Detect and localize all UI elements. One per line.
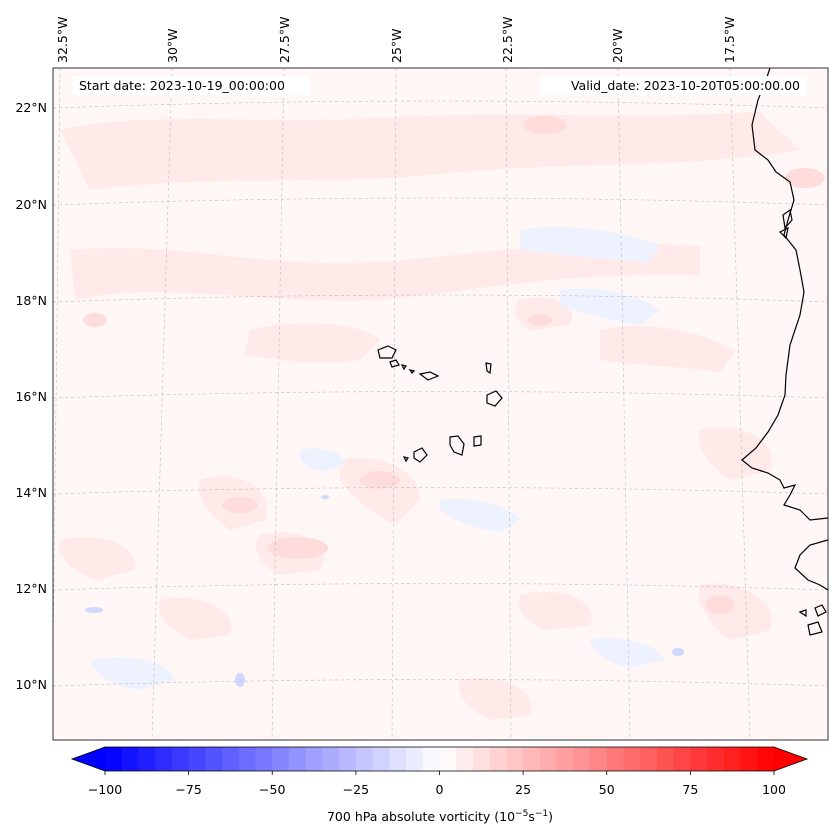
colorbar-cell — [656, 747, 675, 771]
colorbar-cell — [138, 747, 156, 771]
map-area — [53, 68, 828, 740]
colorbar-cell — [606, 747, 625, 771]
lon-label-30w: 30°W — [165, 28, 180, 63]
colorbar-cell — [740, 747, 758, 771]
cape-verde-islands — [377, 345, 503, 463]
colorbar-tick-label: −100 — [88, 782, 122, 797]
colorbar-tick-label: 75 — [682, 782, 698, 797]
colorbar-cell — [288, 747, 307, 771]
colorbar-cell — [707, 747, 725, 771]
colorbar-cell — [673, 747, 691, 771]
colorbar-cell — [272, 747, 290, 771]
valid-date-box — [540, 76, 807, 95]
colorbar-tick-label: 0 — [436, 782, 444, 797]
colorbar-tick-label: 100 — [762, 782, 786, 797]
colorbar-cell — [556, 747, 574, 771]
lat-label-12n: 12°N — [15, 581, 47, 596]
colorbar-cell — [757, 747, 775, 771]
colorbar-cell — [155, 747, 173, 771]
lon-label-27-5w: 27.5°W — [277, 17, 292, 63]
colorbar-cell — [723, 747, 742, 771]
colorbar-cell — [506, 747, 524, 771]
lat-label-18n: 18°N — [15, 293, 47, 308]
gridlines — [53, 68, 828, 740]
colorbar-tick-label: 25 — [515, 782, 531, 797]
colorbar-cell — [422, 747, 441, 771]
negative-vorticity-cores — [85, 495, 684, 687]
colorbar-cell — [623, 747, 641, 771]
lon-label-22-5w: 22.5°W — [500, 17, 515, 63]
lon-label-25w: 25°W — [389, 28, 404, 63]
longitude-labels: 32.5°W 30°W 27.5°W 25°W 22.5°W 20°W 17.5… — [55, 17, 737, 63]
stronger-positive-vorticity — [83, 116, 825, 614]
valid-date-text: Valid_date: 2023-10-20T05:00:00.00 — [571, 78, 800, 93]
lat-label-22n: 22°N — [15, 100, 47, 115]
lat-label-16n: 16°N — [15, 389, 47, 404]
colorbar-tick-label: 50 — [599, 782, 615, 797]
colorbar-cell — [372, 747, 390, 771]
colorbar-cell — [255, 747, 273, 771]
colorbar-cell — [389, 747, 407, 771]
lat-label-10n: 10°N — [15, 677, 47, 692]
colorbar-ticks: −100 −75 −50 −25 0 25 50 75 100 — [88, 771, 786, 797]
lon-label-17-5w: 17.5°W — [722, 17, 737, 63]
colorbar-cell — [188, 747, 206, 771]
map-border — [52, 67, 829, 741]
start-date-text: Start date: 2023-10-19_00:00:00 — [79, 78, 285, 93]
lon-label-32-5w: 32.5°W — [55, 17, 70, 63]
colorbar-cell — [322, 747, 340, 771]
colorbar-cell — [523, 747, 541, 771]
colorbar-cell — [222, 747, 240, 771]
latitude-labels: 22°N 20°N 18°N 16°N 14°N 12°N 10°N — [15, 100, 47, 692]
colorbar-tick-label: −75 — [175, 782, 201, 797]
colorbar-max-extend-arrow — [774, 747, 807, 771]
colorbar-cell — [355, 747, 374, 771]
colorbar-tick-label: −25 — [343, 782, 369, 797]
colorbar-cell — [573, 747, 591, 771]
colorbar-label: 700 hPa absolute vorticity (10−5s−1) — [327, 809, 553, 824]
colorbar-cell — [456, 747, 474, 771]
colorbar-cell — [640, 747, 658, 771]
colorbar-cell — [439, 747, 457, 771]
colorbar-cell — [489, 747, 508, 771]
colorbar-cell — [105, 747, 123, 771]
lon-label-20w: 20°W — [610, 28, 625, 63]
lat-label-14n: 14°N — [15, 485, 47, 500]
colorbar-cell — [121, 747, 140, 771]
colorbar-min-extend-arrow — [72, 747, 105, 771]
lat-label-20n: 20°N — [15, 197, 47, 212]
negative-vorticity-areas — [90, 226, 665, 690]
colorbar-cell — [406, 747, 424, 771]
start-date-box — [72, 76, 310, 95]
colorbar-cell — [238, 747, 257, 771]
colorbar-cells — [105, 747, 775, 771]
coastal-islands — [778, 208, 827, 636]
colorbar-cell — [590, 747, 608, 771]
colorbar-cell — [305, 747, 324, 771]
colorbar-tick-label: −50 — [259, 782, 285, 797]
colorbar-cell — [690, 747, 708, 771]
coastline-guinea-bissau — [794, 539, 828, 591]
colorbar: −100 −75 −50 −25 0 25 50 75 100 700 hPa absolute… — [70, 746, 809, 824]
colorbar-cell — [171, 747, 190, 771]
africa-coastline — [741, 68, 828, 521]
colorbar-cell — [472, 747, 491, 771]
colorbar-cell — [339, 747, 357, 771]
colorbar-cell — [539, 747, 558, 771]
colorbar-cell — [205, 747, 223, 771]
